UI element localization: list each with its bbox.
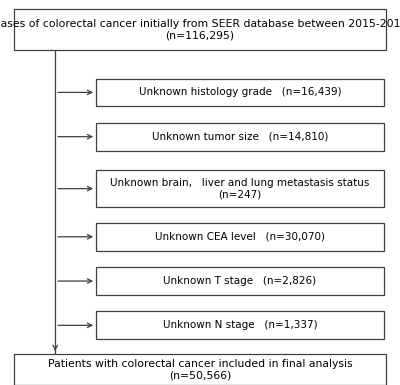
FancyBboxPatch shape	[96, 123, 384, 151]
FancyBboxPatch shape	[96, 170, 384, 207]
Text: Patients with colorectal cancer included in final analysis
(n=50,566): Patients with colorectal cancer included…	[48, 359, 352, 380]
FancyBboxPatch shape	[96, 223, 384, 251]
FancyBboxPatch shape	[96, 79, 384, 106]
FancyBboxPatch shape	[96, 311, 384, 339]
Text: Cases of colorectal cancer initially from SEER database between 2015-2019
(n=116: Cases of colorectal cancer initially fro…	[0, 19, 400, 40]
FancyBboxPatch shape	[14, 354, 386, 385]
Text: Unknown tumor size   (n=14,810): Unknown tumor size (n=14,810)	[152, 132, 328, 142]
FancyBboxPatch shape	[14, 9, 386, 50]
FancyBboxPatch shape	[96, 267, 384, 295]
Text: Unknown T stage   (n=2,826): Unknown T stage (n=2,826)	[164, 276, 316, 286]
Text: Unknown N stage   (n=1,337): Unknown N stage (n=1,337)	[163, 320, 317, 330]
Text: Unknown histology grade   (n=16,439): Unknown histology grade (n=16,439)	[139, 87, 341, 97]
Text: Unknown CEA level   (n=30,070): Unknown CEA level (n=30,070)	[155, 232, 325, 242]
Text: Unknown brain,   liver and lung metastasis status
(n=247): Unknown brain, liver and lung metastasis…	[110, 178, 370, 199]
